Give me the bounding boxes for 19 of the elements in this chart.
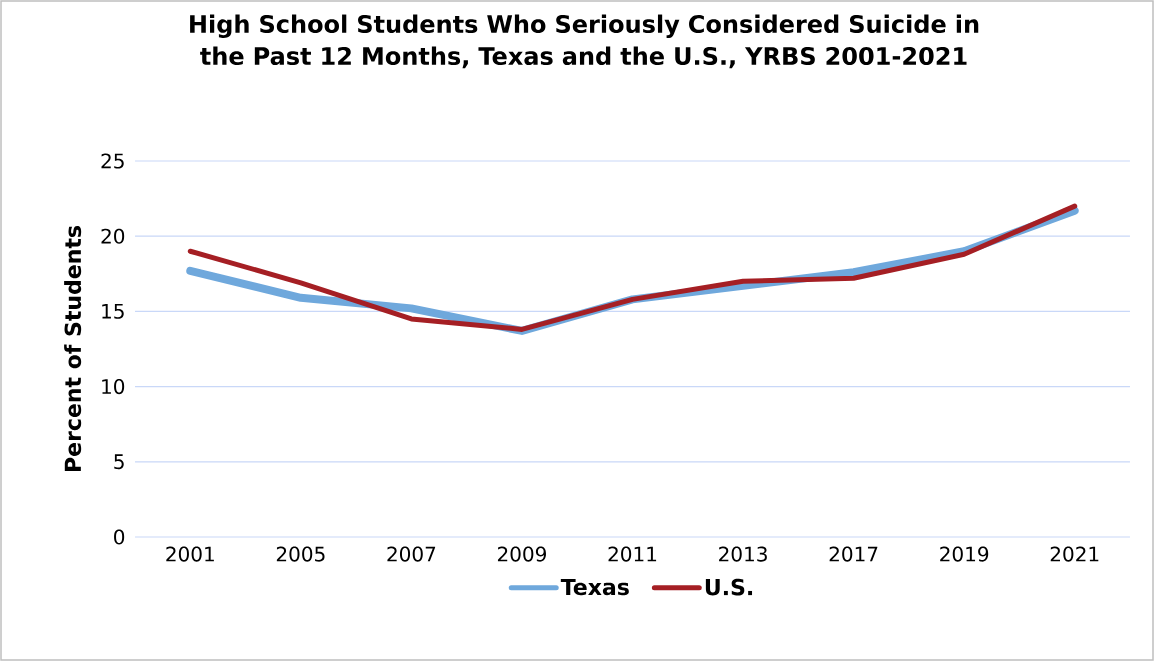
y-tick-label: 25 bbox=[101, 153, 124, 169]
x-tick-label: 2009 bbox=[497, 546, 546, 562]
x-tick-label: 2021 bbox=[1050, 546, 1099, 562]
x-tick-label: 2005 bbox=[276, 546, 325, 562]
x-tick-label: 2019 bbox=[940, 546, 989, 562]
y-tick-label: 20 bbox=[101, 228, 125, 244]
legend-label: U.S. bbox=[705, 578, 753, 596]
y-tick-label: 10 bbox=[102, 379, 125, 395]
x-tick-label: 2013 bbox=[719, 546, 767, 562]
x-tick-label: 2017 bbox=[829, 546, 878, 562]
x-tick-label: 2001 bbox=[166, 546, 214, 562]
legend-label: Texas bbox=[560, 578, 629, 596]
y-axis-title: Percent of Students bbox=[64, 226, 82, 471]
y-tick-label: 5 bbox=[114, 454, 124, 470]
chart-title: High School Students Who Seriously Considered Suicide in the Past 12 Months, Texas and the U.S., YRBS 2001-2021 bbox=[190, 14, 979, 69]
y-tick-label: 15 bbox=[102, 303, 124, 319]
x-tick-label: 2011 bbox=[608, 546, 657, 562]
x-tick-label: 2007 bbox=[387, 546, 436, 562]
y-tick-label: 0 bbox=[114, 529, 125, 545]
